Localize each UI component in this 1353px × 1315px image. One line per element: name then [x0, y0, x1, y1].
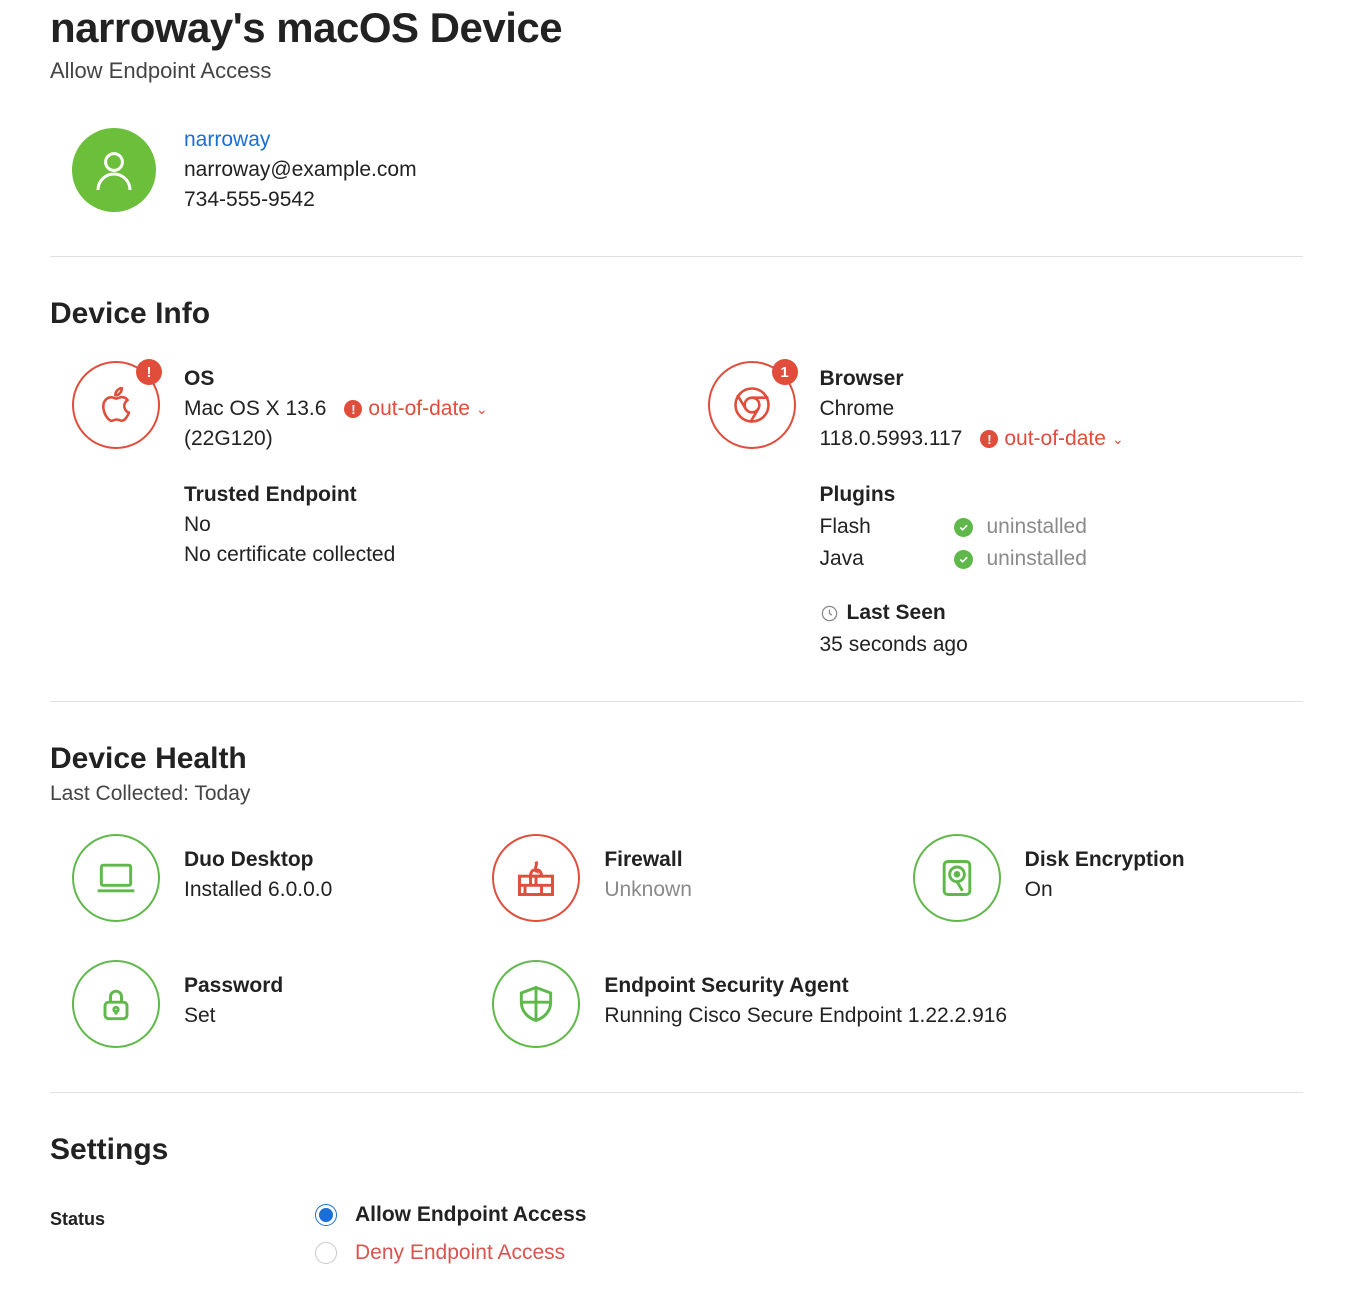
warning-icon: !	[980, 430, 998, 448]
settings-status-label: Status	[50, 1203, 105, 1230]
browser-name: Chrome	[820, 397, 1124, 421]
radio-input[interactable]	[315, 1204, 337, 1226]
health-disk: Disk Encryption On	[913, 834, 1303, 922]
device-info-title: Device Info	[50, 297, 1303, 331]
os-build: (22G120)	[184, 427, 488, 451]
disk-value: On	[1025, 878, 1185, 902]
divider	[50, 256, 1303, 257]
plugin-name: Flash	[820, 515, 940, 539]
health-agent: Endpoint Security Agent Running Cisco Se…	[492, 960, 1303, 1048]
os-warning-badge: !	[136, 359, 162, 385]
plugins-label: Plugins	[820, 483, 1087, 507]
user-phone: 734-555-9542	[184, 188, 417, 212]
last-seen-value: 35 seconds ago	[820, 633, 1087, 657]
radio-input[interactable]	[315, 1242, 337, 1264]
chevron-down-icon: ⌄	[1112, 431, 1124, 448]
chevron-down-icon: ⌄	[476, 401, 488, 418]
status-radio-group: Allow Endpoint Access Deny Endpoint Acce…	[315, 1203, 586, 1265]
device-health-title: Device Health	[50, 742, 1303, 776]
check-icon	[954, 550, 973, 569]
radio-allow-label: Allow Endpoint Access	[355, 1203, 586, 1227]
browser-label: Browser	[820, 367, 1124, 391]
radio-deny-label: Deny Endpoint Access	[355, 1241, 565, 1265]
shield-icon	[492, 960, 580, 1048]
user-email: narroway@example.com	[184, 158, 417, 182]
plugin-name: Java	[820, 547, 940, 571]
firewall-value: Unknown	[604, 878, 692, 902]
plugin-status: uninstalled	[987, 547, 1087, 571]
plugin-row: Java uninstalled	[820, 547, 1087, 571]
health-duo: Duo Desktop Installed 6.0.0.0	[72, 834, 462, 922]
trusted-endpoint-cert: No certificate collected	[184, 543, 395, 567]
os-status-text: out-of-date	[368, 397, 470, 421]
agent-label: Endpoint Security Agent	[604, 974, 1007, 998]
page-subtitle: Allow Endpoint Access	[50, 58, 1303, 84]
plugins-block: Plugins Flash uninstalled Java uninstall…	[820, 477, 1304, 657]
password-label: Password	[184, 974, 283, 998]
chrome-icon: 1	[708, 361, 796, 449]
browser-version: 118.0.5993.117	[820, 427, 963, 451]
password-value: Set	[184, 1004, 283, 1028]
trusted-endpoint-value: No	[184, 513, 395, 537]
health-password: Password Set	[72, 960, 462, 1048]
divider	[50, 1092, 1303, 1093]
user-block: narroway narroway@example.com 734-555-95…	[72, 128, 1303, 212]
radio-allow[interactable]: Allow Endpoint Access	[315, 1203, 586, 1227]
disk-label: Disk Encryption	[1025, 848, 1185, 872]
last-seen-label: Last Seen	[847, 601, 946, 625]
health-firewall: Firewall Unknown	[492, 834, 882, 922]
firewall-label: Firewall	[604, 848, 692, 872]
laptop-icon	[72, 834, 160, 922]
os-status-toggle[interactable]: ! out-of-date ⌄	[344, 397, 487, 421]
os-value: Mac OS X 13.6	[184, 397, 326, 421]
page-title: narroway's macOS Device	[50, 4, 1303, 52]
os-label: OS	[184, 367, 488, 391]
browser-status-text: out-of-date	[1004, 427, 1106, 451]
device-health-collected: Last Collected: Today	[50, 782, 1303, 806]
clock-icon	[820, 604, 839, 623]
avatar	[72, 128, 156, 212]
user-link[interactable]: narroway	[184, 128, 417, 152]
browser-status-toggle[interactable]: ! out-of-date ⌄	[980, 427, 1123, 451]
trusted-endpoint-block: Trusted Endpoint No No certificate colle…	[184, 477, 668, 657]
plugin-row: Flash uninstalled	[820, 515, 1087, 539]
divider	[50, 701, 1303, 702]
browser-warning-badge: 1	[772, 359, 798, 385]
agent-value: Running Cisco Secure Endpoint 1.22.2.916	[604, 1004, 1007, 1028]
duo-label: Duo Desktop	[184, 848, 332, 872]
browser-block: 1 Browser Chrome 118.0.5993.117 ! out-of…	[708, 361, 1304, 451]
firewall-icon	[492, 834, 580, 922]
warning-icon: !	[344, 400, 362, 418]
check-icon	[954, 518, 973, 537]
os-block: ! OS Mac OS X 13.6 ! out-of-date ⌄ (22G1…	[72, 361, 668, 451]
trusted-endpoint-label: Trusted Endpoint	[184, 483, 395, 507]
lock-icon	[72, 960, 160, 1048]
radio-deny[interactable]: Deny Endpoint Access	[315, 1241, 586, 1265]
disk-icon	[913, 834, 1001, 922]
duo-value: Installed 6.0.0.0	[184, 878, 332, 902]
plugin-status: uninstalled	[987, 515, 1087, 539]
settings-title: Settings	[50, 1133, 1303, 1167]
apple-icon: !	[72, 361, 160, 449]
user-icon	[90, 146, 138, 194]
